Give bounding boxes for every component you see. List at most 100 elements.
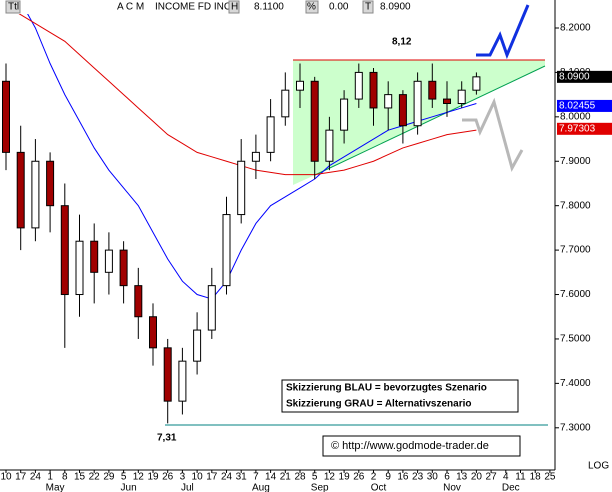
month-label: Jun — [121, 483, 137, 492]
x-tick-label: 24 — [30, 472, 42, 483]
name: A C M — [117, 2, 144, 13]
candle-body — [163, 347, 172, 402]
ma-price-box — [557, 99, 612, 112]
x-tick-label: 10 — [0, 472, 12, 483]
x-tick-label: 22 — [89, 472, 101, 483]
candle-body — [472, 76, 481, 91]
month-label: Aug — [252, 483, 270, 492]
candle-body — [428, 80, 437, 100]
month-label: Nov — [443, 483, 461, 492]
y-tick-label: 8.0000 — [560, 111, 591, 122]
x-tick-label: 3 — [180, 472, 186, 483]
candle-body — [443, 98, 451, 105]
x-tick-label: 14 — [265, 472, 277, 483]
pct-key: % — [307, 2, 316, 13]
legend-text: Skizzierung BLAU = bevorzugtes Szenario — [286, 383, 487, 394]
x-tick-label: 6 — [444, 472, 450, 483]
header-key — [305, 0, 319, 14]
x-tick-label: 28 — [294, 472, 306, 483]
copyright-box — [322, 435, 521, 457]
legend-text: Skizzierung GRAU = Alternativszenario — [286, 399, 472, 410]
candle-body — [384, 94, 393, 109]
scale-label: LOG — [588, 461, 609, 472]
x-tick-label: 5 — [312, 472, 318, 483]
candle-body — [296, 80, 304, 91]
candle-body — [340, 98, 349, 131]
y-tick-label: 7.8000 — [560, 200, 591, 211]
x-tick-label: 26 — [353, 472, 365, 483]
month-label: Jul — [181, 483, 194, 492]
candle-body — [251, 151, 260, 162]
x-tick-label: 11 — [515, 472, 526, 483]
x-tick-label: 4 — [503, 472, 509, 483]
y-tick-label: 8.2000 — [560, 23, 591, 34]
blue-scenario — [476, 4, 530, 60]
candle-body — [369, 71, 378, 109]
candle-body — [119, 249, 128, 287]
x-tick-label: 10 — [192, 472, 204, 483]
candle-body — [457, 89, 466, 105]
high: 8.1100 — [254, 2, 284, 13]
header-key — [5, 0, 21, 14]
ma-price: 8.02455 — [559, 101, 596, 112]
header — [0, 0, 480, 14]
x-tick-label: 9 — [385, 472, 391, 483]
x-tick-label: 24 — [221, 472, 233, 483]
moving-average — [20, 1, 477, 300]
y-tick-label: 7.6000 — [560, 289, 591, 300]
candle-body — [193, 329, 202, 362]
month-label: Dec — [502, 483, 520, 492]
candle-body — [31, 160, 40, 229]
x-tick-label: 30 — [427, 472, 439, 483]
x-tick-label: 20 — [471, 472, 483, 483]
x-tick-label: 17 — [206, 472, 218, 483]
ma-price-box — [557, 122, 612, 135]
candle-body — [398, 94, 407, 127]
y-tick-label: 7.9000 — [560, 156, 591, 167]
x-tick-label: 19 — [147, 472, 159, 483]
y-tick-label: 7.7000 — [560, 245, 591, 256]
candle-body — [178, 360, 187, 402]
candle-body — [413, 80, 422, 127]
candle-body — [75, 240, 84, 296]
last: 8.0900 — [380, 2, 411, 13]
ma-price: 7.97303 — [559, 123, 596, 134]
name: INCOME FD INC — [155, 2, 231, 13]
candle-body — [266, 116, 275, 153]
x-tick-label: 29 — [103, 472, 115, 483]
x-tick-label: 2 — [371, 472, 377, 483]
high-key: H — [231, 2, 238, 13]
candle-body — [104, 249, 113, 273]
gray-scenario — [462, 97, 524, 172]
x-tick-label: 5 — [121, 472, 127, 483]
plot — [2, 1, 481, 424]
y-tick-label: 7.3000 — [560, 422, 591, 433]
pct: 0.00 — [329, 2, 349, 13]
candle-body — [2, 80, 10, 153]
x-tick-label: 18 — [530, 472, 542, 483]
copyright: © http://www.godmode-trader.de — [331, 440, 489, 452]
symbol: Ttl — [8, 2, 19, 13]
x-tick-label: 17 — [15, 472, 27, 483]
y-tick-label: 7.5000 — [560, 334, 591, 345]
x-tick-label: 23 — [412, 472, 424, 483]
x-tick-label: 15 — [74, 472, 86, 483]
x-tick-label: 19 — [339, 472, 351, 483]
candle-body — [354, 71, 363, 100]
candle-body — [237, 160, 246, 216]
low-annotation: 7,31 — [157, 433, 177, 444]
last-price-box — [557, 70, 612, 83]
candle-body — [60, 205, 69, 296]
x-tick-label: 8 — [62, 472, 68, 483]
x-tick-label: 26 — [162, 472, 174, 483]
high-annotation: 8,12 — [392, 37, 412, 48]
x-tick-label: 12 — [133, 472, 145, 483]
candle-body — [207, 285, 216, 331]
last-price: 8.0900 — [559, 71, 590, 82]
candle-body — [16, 151, 25, 229]
header-key — [362, 0, 374, 14]
x-tick-label: 1 — [47, 472, 53, 483]
candle-body — [325, 129, 334, 162]
x-tick-label: 13 — [456, 472, 468, 483]
